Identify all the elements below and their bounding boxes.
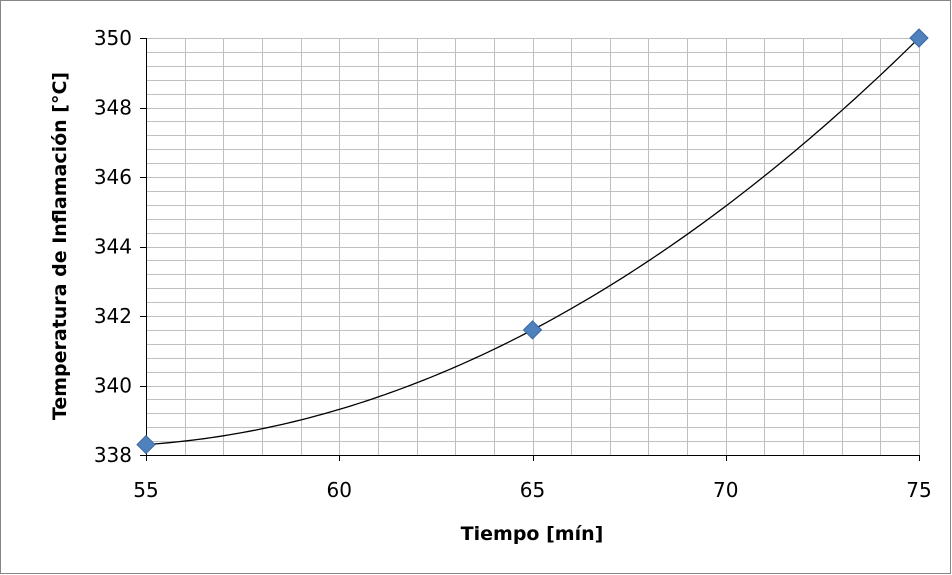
- x-tick-label: 55: [133, 478, 158, 502]
- data-point-marker: [522, 320, 543, 340]
- y-tick-label: 348: [94, 96, 132, 120]
- x-tick-label: 75: [906, 478, 931, 502]
- y-tick-label: 346: [94, 165, 132, 189]
- x-tick-label: 70: [713, 478, 738, 502]
- data-point-marker: [909, 28, 929, 48]
- x-axis-title: Tiempo [mín]: [461, 523, 604, 545]
- tick-labels: 338 340 342 344 346 348 350 55 60 65 70 75: [94, 26, 932, 502]
- y-tick-label: 338: [94, 443, 132, 467]
- data-point-marker: [136, 434, 156, 455]
- y-axis-title: Temperatura de Inflamación [°C]: [49, 72, 71, 420]
- y-tick-label: 340: [94, 374, 132, 398]
- data-points: [136, 28, 929, 455]
- x-tick-label: 60: [327, 478, 352, 502]
- y-tick-label: 344: [94, 235, 132, 259]
- y-tick-label: 350: [94, 26, 132, 50]
- y-tick-label: 342: [94, 304, 132, 328]
- axes: [140, 38, 920, 461]
- x-tick-label: 65: [520, 478, 545, 502]
